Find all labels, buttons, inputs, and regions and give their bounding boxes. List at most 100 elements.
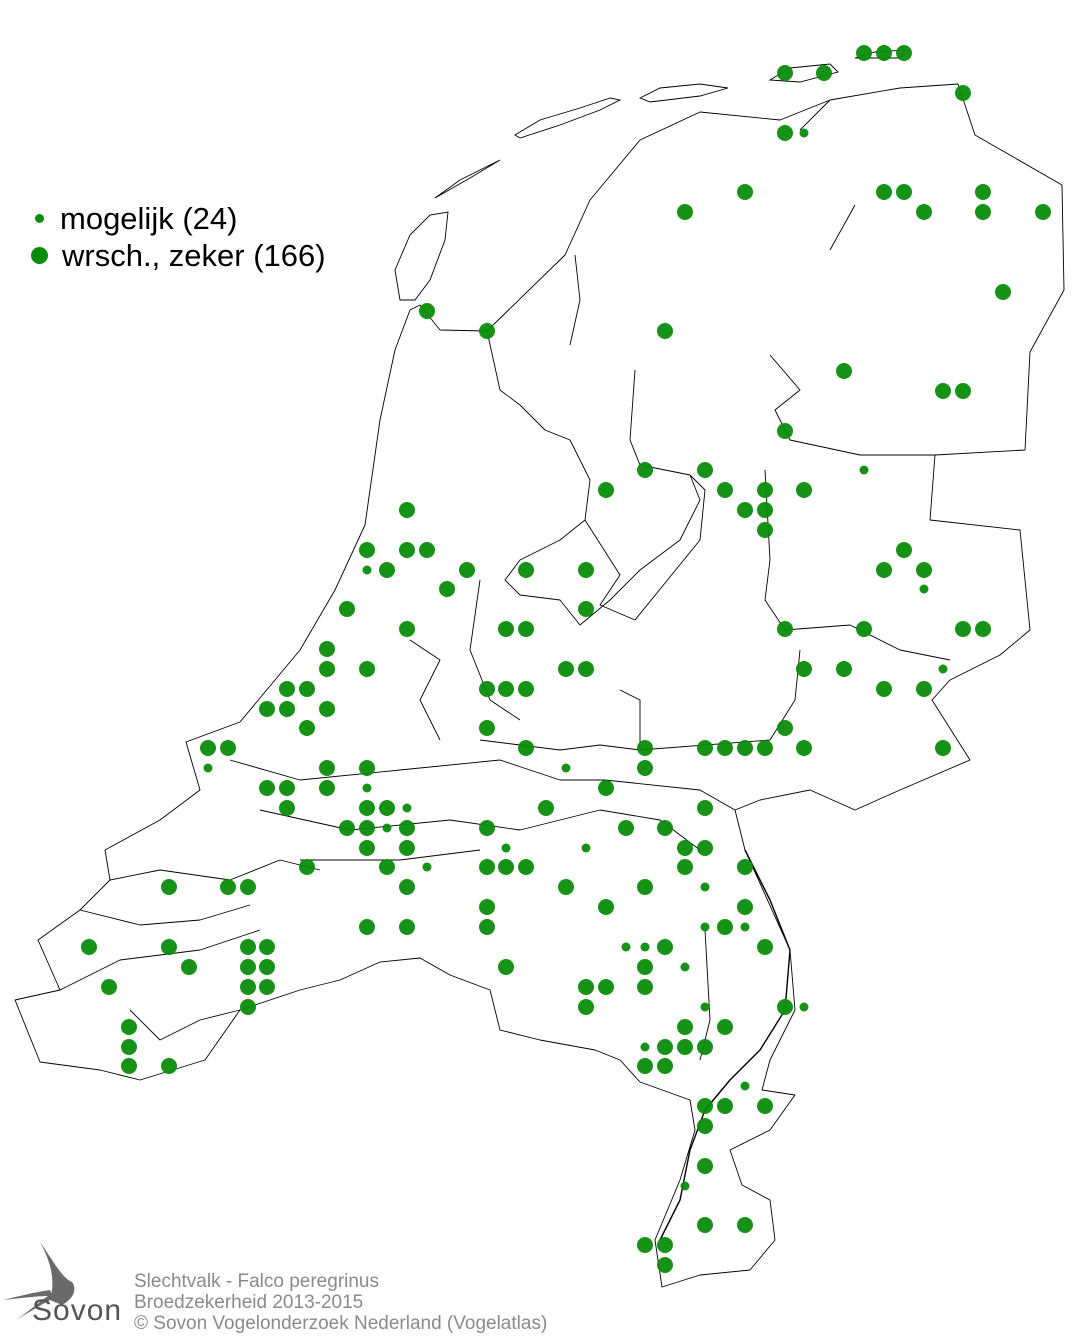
dot-wrsch-zeker — [777, 423, 793, 439]
dot-wrsch-zeker — [359, 919, 375, 935]
dot-wrsch-zeker — [637, 462, 653, 478]
dot-wrsch-zeker — [538, 800, 554, 816]
dot-wrsch-zeker — [896, 45, 912, 61]
dot-wrsch-zeker — [995, 284, 1011, 300]
dot-wrsch-zeker — [518, 859, 534, 875]
mainland-outline — [14, 83, 1065, 1288]
dot-wrsch-zeker — [935, 740, 951, 756]
dot-wrsch-zeker — [578, 979, 594, 995]
dot-wrsch-zeker — [657, 939, 673, 955]
dot-wrsch-zeker — [657, 820, 673, 836]
dot-wrsch-zeker — [717, 482, 733, 498]
dot-wrsch-zeker — [916, 681, 932, 697]
dot-mogelijk — [640, 942, 650, 952]
dot-wrsch-zeker — [677, 204, 693, 220]
dot-wrsch-zeker — [876, 562, 892, 578]
dot-wrsch-zeker — [856, 45, 872, 61]
dot-wrsch-zeker — [518, 621, 534, 637]
dot-wrsch-zeker — [259, 979, 275, 995]
dot-wrsch-zeker — [399, 502, 415, 518]
small-dot-icon — [35, 214, 44, 223]
dot-wrsch-zeker — [598, 899, 614, 915]
map-footer: Slechtvalk - Falco peregrinus Broedzeker… — [134, 1271, 547, 1334]
dot-wrsch-zeker — [697, 800, 713, 816]
dot-mogelijk — [919, 584, 929, 594]
dot-mogelijk — [740, 1081, 750, 1091]
dot-wrsch-zeker — [737, 1217, 753, 1233]
sovon-logo — [3, 1242, 75, 1322]
dot-wrsch-zeker — [757, 740, 773, 756]
dot-wrsch-zeker — [717, 740, 733, 756]
map-legend: mogelijk (24) wrsch., zeker (166) — [28, 200, 326, 274]
ijsselmeer-coast — [486, 330, 701, 626]
dot-wrsch-zeker — [796, 740, 812, 756]
dot-wrsch-zeker — [955, 621, 971, 637]
dot-wrsch-zeker — [319, 780, 335, 796]
dot-wrsch-zeker — [259, 939, 275, 955]
dot-mogelijk — [382, 823, 392, 833]
dot-wrsch-zeker — [121, 1019, 137, 1035]
dot-wrsch-zeker — [101, 979, 117, 995]
dot-wrsch-zeker — [181, 959, 197, 975]
logo-text: Sovon — [32, 1294, 123, 1327]
dot-mogelijk — [799, 128, 809, 138]
dot-wrsch-zeker — [319, 701, 335, 717]
dot-wrsch-zeker — [737, 740, 753, 756]
swallow-icon — [3, 1242, 75, 1322]
dot-wrsch-zeker — [637, 1058, 653, 1074]
dot-mogelijk — [799, 1002, 809, 1012]
dot-wrsch-zeker — [777, 125, 793, 141]
dot-wrsch-zeker — [359, 840, 375, 856]
dot-wrsch-zeker — [479, 919, 495, 935]
dot-wrsch-zeker — [836, 661, 852, 677]
dot-wrsch-zeker — [220, 879, 236, 895]
dot-wrsch-zeker — [697, 1158, 713, 1174]
dot-mogelijk — [680, 962, 690, 972]
dot-wrsch-zeker — [498, 681, 514, 697]
island-ameland — [638, 83, 729, 103]
dot-wrsch-zeker — [697, 840, 713, 856]
dot-wrsch-zeker — [637, 979, 653, 995]
dot-mogelijk — [362, 783, 372, 793]
dot-wrsch-zeker — [479, 859, 495, 875]
dot-wrsch-zeker — [379, 562, 395, 578]
dot-wrsch-zeker — [419, 542, 435, 558]
dot-mogelijk — [362, 565, 372, 575]
dot-wrsch-zeker — [737, 184, 753, 200]
dot-wrsch-zeker — [618, 820, 634, 836]
dot-wrsch-zeker — [161, 879, 177, 895]
dot-wrsch-zeker — [200, 740, 216, 756]
island-terschelling — [514, 97, 622, 139]
dot-wrsch-zeker — [598, 780, 614, 796]
dot-wrsch-zeker — [479, 899, 495, 915]
province-borders — [229, 99, 951, 1061]
dot-wrsch-zeker — [578, 562, 594, 578]
dot-wrsch-zeker — [419, 303, 435, 319]
dot-wrsch-zeker — [359, 661, 375, 677]
dot-wrsch-zeker — [777, 621, 793, 637]
dot-wrsch-zeker — [379, 859, 395, 875]
dot-wrsch-zeker — [737, 899, 753, 915]
dot-mogelijk — [680, 1181, 690, 1191]
dot-mogelijk — [581, 843, 591, 853]
dot-wrsch-zeker — [916, 562, 932, 578]
dot-mogelijk — [740, 922, 750, 932]
dot-wrsch-zeker — [399, 621, 415, 637]
dot-wrsch-zeker — [399, 919, 415, 935]
dot-mogelijk — [938, 664, 948, 674]
dot-wrsch-zeker — [240, 999, 256, 1015]
dot-wrsch-zeker — [279, 701, 295, 717]
dot-wrsch-zeker — [777, 999, 793, 1015]
map-subtitle: Broedzekerheid 2013-2015 — [134, 1292, 364, 1313]
dot-wrsch-zeker — [399, 542, 415, 558]
dot-mogelijk — [700, 882, 710, 892]
dot-wrsch-zeker — [697, 1217, 713, 1233]
observation-dots — [81, 45, 1051, 1273]
dot-wrsch-zeker — [816, 65, 832, 81]
dot-wrsch-zeker — [657, 1058, 673, 1074]
dot-wrsch-zeker — [677, 1039, 693, 1055]
dot-wrsch-zeker — [916, 204, 932, 220]
dot-wrsch-zeker — [498, 859, 514, 875]
dot-wrsch-zeker — [399, 840, 415, 856]
